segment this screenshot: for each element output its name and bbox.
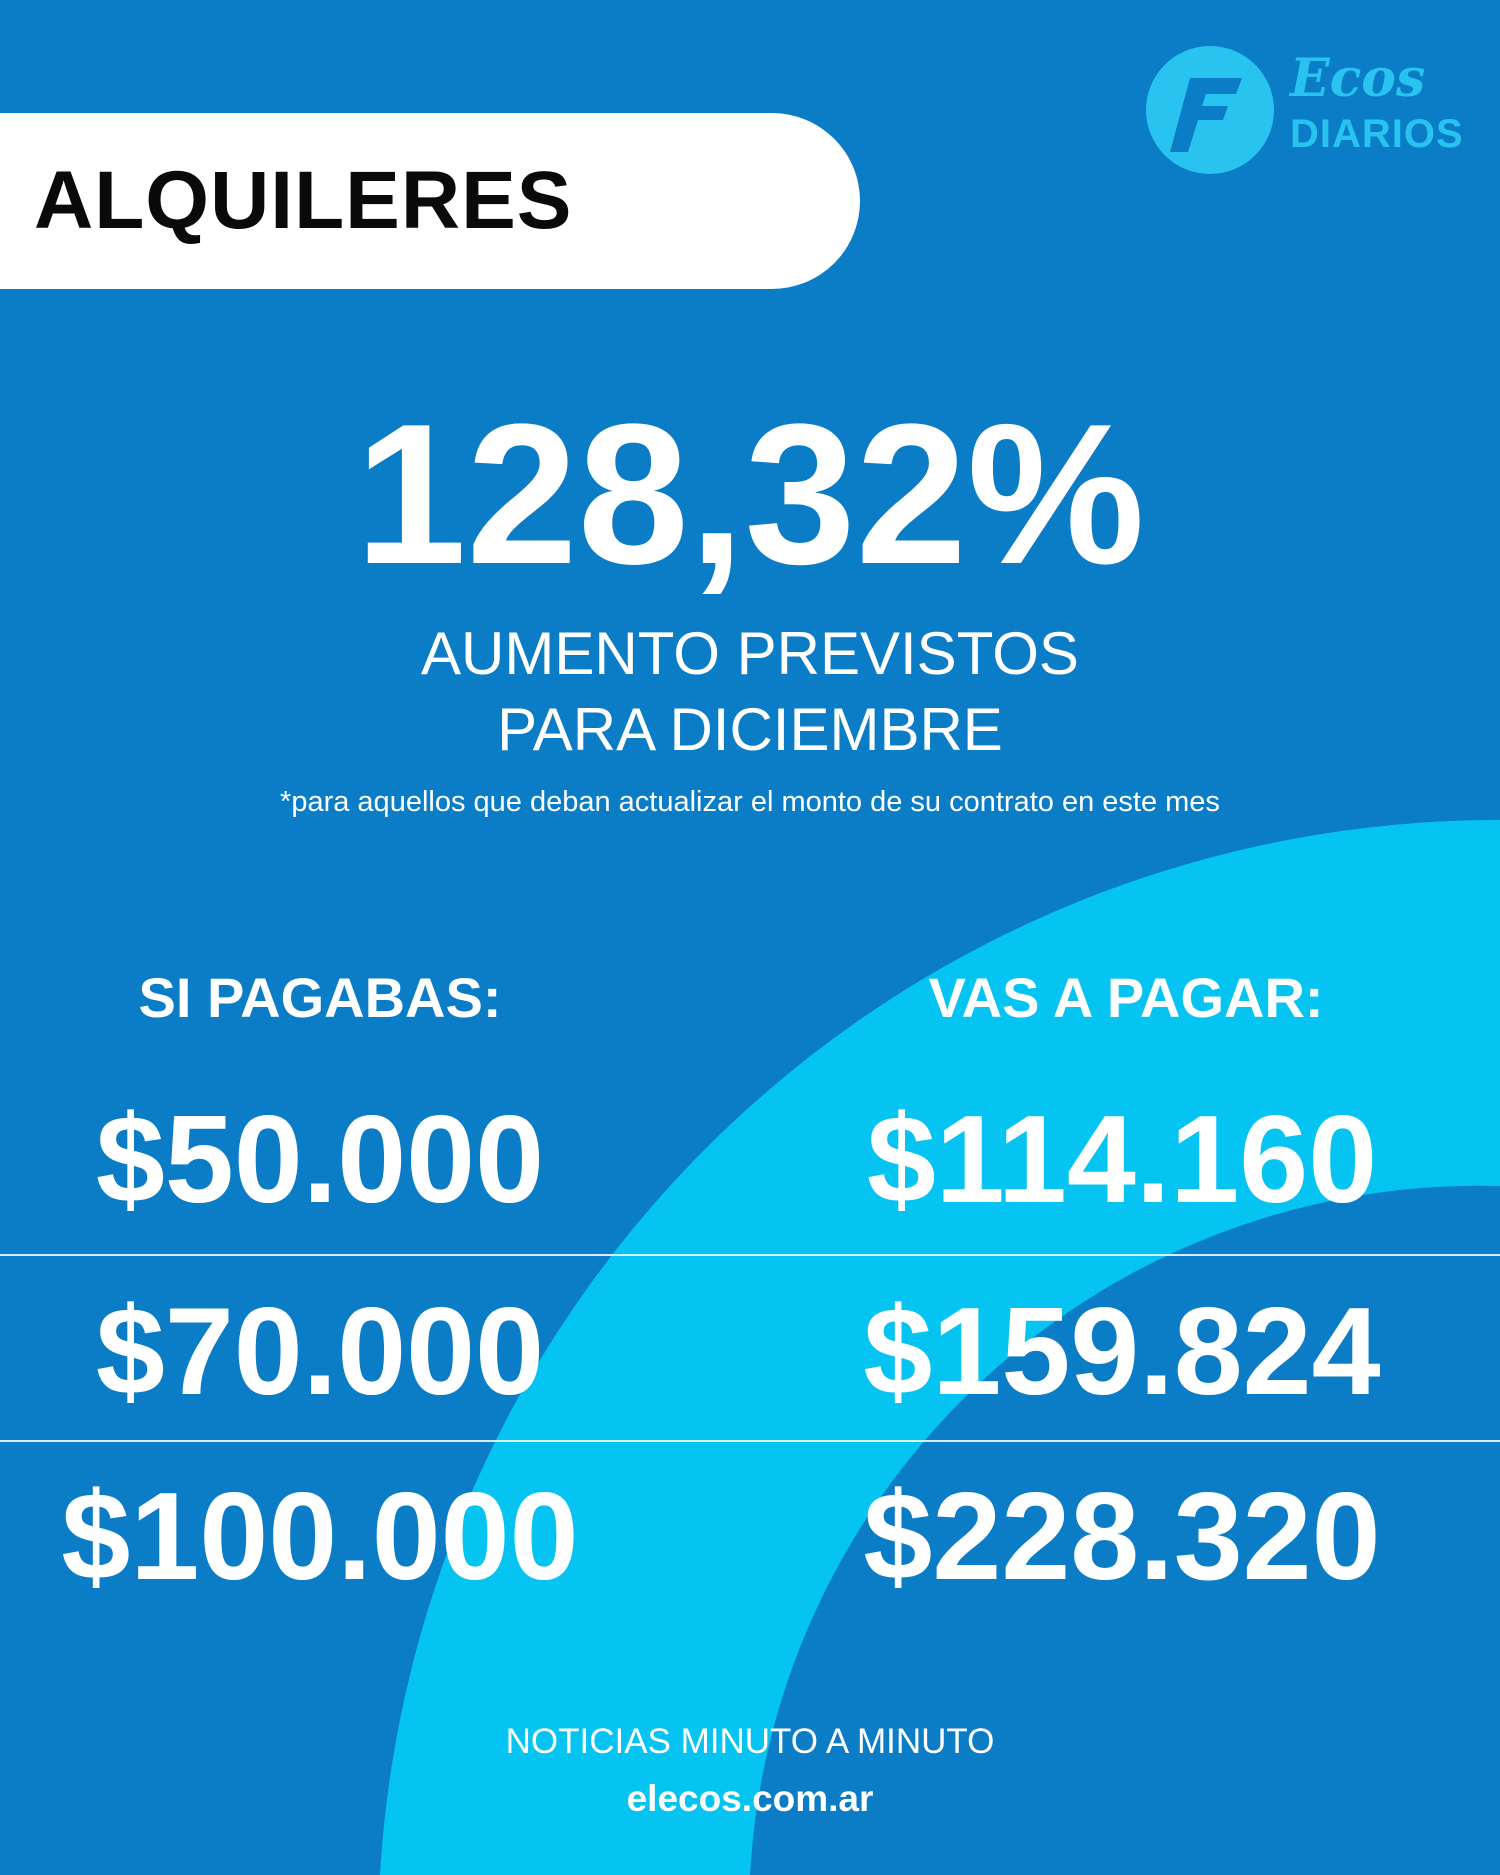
section-title: ALQUILERES (34, 155, 573, 246)
amount-before-2: $70.000 (95, 1283, 545, 1421)
row-divider-2 (0, 1440, 1500, 1442)
footer-tagline: NOTICIAS MINUTO A MINUTO (505, 1722, 995, 1761)
amount-before-1: $50.000 (95, 1091, 545, 1229)
footer-site-link[interactable]: elecos.com.ar (626, 1778, 874, 1819)
row-divider-1 (0, 1254, 1500, 1256)
column-header-before: SI PAGABAS: (138, 966, 502, 1029)
footnote: *para aquellos que deban actualizar el m… (280, 786, 1220, 818)
subtitle-line-1: AUMENTO PREVISTOS (421, 620, 1079, 687)
increase-percent: 128,32% (355, 383, 1145, 606)
logo-text-ecos: Ecos (1290, 48, 1426, 109)
logo-mark-icon (1146, 46, 1274, 174)
subtitle-line-2: PARA DICIEMBRE (497, 696, 1003, 763)
amount-after-1: $114.160 (866, 1091, 1378, 1229)
column-header-after: VAS A PAGAR: (928, 966, 1324, 1029)
amount-after-2: $159.824 (863, 1283, 1381, 1421)
amount-after-3: $228.320 (863, 1468, 1381, 1606)
amount-before-3: $100.000 (61, 1468, 579, 1606)
logo-text-diarios: DIARIOS (1290, 112, 1464, 156)
ecos-diarios-logo: Ecos DIARIOS (1140, 40, 1470, 180)
title-banner: ALQUILERES (0, 113, 860, 289)
